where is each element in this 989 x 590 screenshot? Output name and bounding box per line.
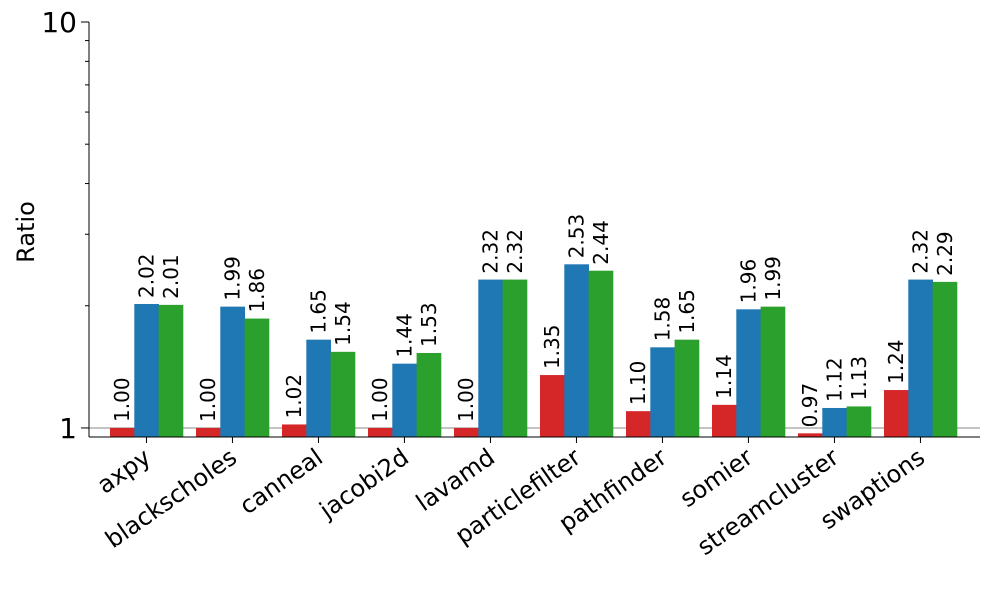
bar-value-label: 1.65 (306, 289, 330, 334)
y-tick-label: 10 (41, 6, 77, 39)
bar (798, 433, 823, 437)
bar-value-label: 1.99 (220, 256, 244, 301)
bar (932, 281, 958, 437)
bar (822, 407, 847, 437)
bar-value-label: 1.00 (196, 377, 220, 422)
bar (760, 306, 786, 437)
bar-value-label: 1.58 (650, 297, 674, 342)
bar (196, 427, 221, 437)
bar-labels-group: 1.002.02 2.011.001.99 1.861.021.65 1.541.00… (110, 214, 957, 428)
bar-value-label: 1.00 (454, 377, 478, 422)
bar-value-label: 1.13 (847, 356, 871, 401)
bar (626, 411, 651, 437)
x-axis-ticks: axpyblackscholescannealjacobi2dlavamdpar… (92, 437, 930, 561)
bar-value-label: 1.86 (245, 268, 269, 313)
bar (846, 406, 872, 437)
bar (712, 404, 737, 437)
bar-value-label: 1.00 (368, 377, 392, 422)
bar-value-label: 2.44 (589, 220, 613, 265)
bars-group (110, 264, 958, 437)
bar-value-label: 1.44 (392, 313, 416, 358)
bar (908, 279, 933, 437)
bar (454, 427, 479, 437)
bar (564, 264, 589, 437)
bar (588, 270, 614, 437)
bar-value-label: 2.32 (908, 229, 932, 274)
bar-value-label: 1.35 (540, 325, 564, 370)
bar (282, 424, 307, 437)
bar (330, 351, 356, 437)
bar (736, 309, 761, 437)
bar (220, 306, 245, 437)
bar-value-label: 1.02 (282, 374, 306, 419)
plot-area: 1.002.02 2.011.001.99 1.861.021.65 1.541.00… (41, 6, 980, 561)
bar-value-label: 2.53 (564, 214, 588, 259)
bar (134, 303, 159, 437)
bar-value-label: 1.53 (417, 302, 441, 347)
bar (884, 390, 909, 437)
bar-value-label: 2.29 (933, 231, 957, 276)
bar-value-label: 2.32 (478, 229, 502, 274)
bar (502, 279, 528, 437)
bar (416, 352, 442, 437)
bar-value-label: 2.01 (159, 254, 183, 299)
y-axis-title: Ratio (12, 201, 40, 263)
bar (650, 347, 675, 437)
bar-value-label: 1.54 (331, 301, 355, 346)
y-axis-ticks: 1 10 (41, 6, 89, 445)
bar-value-label: 1.65 (675, 289, 699, 334)
bar (244, 318, 270, 437)
bar (306, 339, 331, 437)
bar (110, 427, 135, 437)
bar-value-label: 1.14 (712, 354, 736, 399)
bar-value-label: 1.10 (626, 361, 650, 406)
bar-value-label: 1.24 (884, 340, 908, 385)
bar-value-label: 1.99 (761, 256, 785, 301)
bar (392, 363, 417, 437)
bar-value-label: 2.02 (134, 253, 158, 298)
x-tick-label: canneal (234, 443, 327, 520)
bar-value-label: 1.00 (110, 377, 134, 422)
bar (158, 304, 184, 437)
bar (540, 375, 565, 437)
bar-value-label: 1.12 (822, 357, 846, 402)
y-tick-label: 1 (59, 412, 77, 445)
x-tick-label: jacobi2d (314, 443, 414, 525)
x-tick-label: streamcluster (692, 443, 844, 561)
bar (478, 279, 503, 437)
x-tick-label: axpy (92, 443, 156, 499)
bar-value-label: 1.96 (736, 259, 760, 304)
bar-value-label: 2.32 (503, 229, 527, 274)
bar-value-label: 0.97 (798, 383, 822, 428)
bar (674, 339, 700, 437)
bar (368, 427, 393, 437)
